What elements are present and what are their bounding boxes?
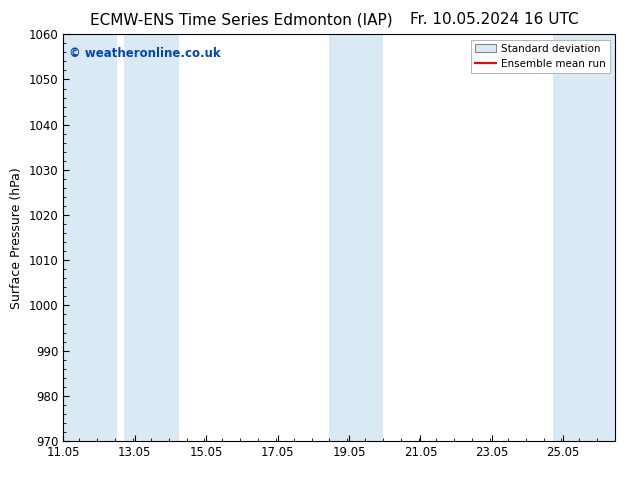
Legend: Standard deviation, Ensemble mean run: Standard deviation, Ensemble mean run bbox=[470, 40, 610, 73]
Y-axis label: Surface Pressure (hPa): Surface Pressure (hPa) bbox=[10, 167, 23, 309]
Bar bbox=[63, 34, 117, 441]
Bar bbox=[552, 34, 615, 441]
Bar bbox=[124, 34, 179, 441]
Text: ECMW-ENS Time Series Edmonton (IAP): ECMW-ENS Time Series Edmonton (IAP) bbox=[89, 12, 392, 27]
Bar bbox=[330, 34, 383, 441]
Text: Fr. 10.05.2024 16 UTC: Fr. 10.05.2024 16 UTC bbox=[410, 12, 579, 27]
Text: © weatheronline.co.uk: © weatheronline.co.uk bbox=[69, 47, 221, 59]
